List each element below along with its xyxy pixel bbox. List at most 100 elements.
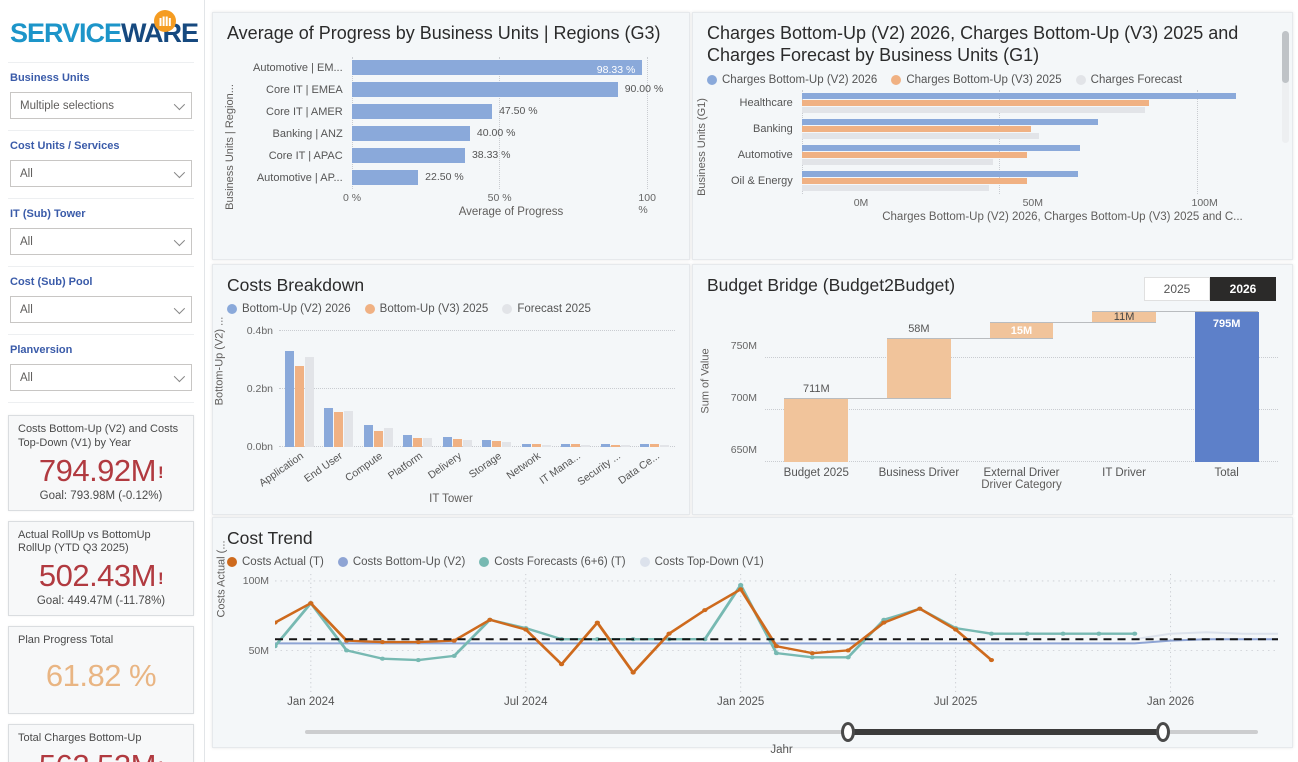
charges-bar[interactable]	[801, 177, 1027, 184]
cost-bar[interactable]	[492, 441, 502, 448]
planversion-dropdown[interactable]: All	[10, 364, 192, 391]
cost-bar[interactable]	[295, 365, 304, 448]
cost-bar[interactable]	[531, 444, 541, 448]
divider	[8, 198, 194, 199]
progress-bar[interactable]	[351, 169, 419, 185]
cost-bar[interactable]	[659, 445, 669, 448]
charges-bar[interactable]	[801, 99, 1150, 106]
legend-item[interactable]: Charges Bottom-Up (V3) 2025	[891, 74, 1062, 86]
cost-bar[interactable]	[581, 445, 591, 448]
kpi-card-costs-by-year[interactable]: Costs Bottom-Up (V2) and Costs Top-Down …	[8, 415, 194, 511]
charges-bar[interactable]	[801, 106, 1146, 113]
legend-item[interactable]: Charges Bottom-Up (V2) 2026	[707, 74, 877, 86]
charges-bar[interactable]	[801, 132, 1039, 139]
plot-area: 98.33 % 90.00 % 47.50 % 40.00 % 38.33 % 22.50…	[351, 56, 665, 189]
charges-bar[interactable]	[801, 184, 990, 191]
chart-title: Average of Progress by Business Units | …	[227, 23, 661, 43]
cost-bar[interactable]	[600, 444, 610, 448]
cost-bar[interactable]	[482, 439, 492, 448]
toggle-2025-button[interactable]: 2025	[1144, 277, 1210, 301]
cost-bar[interactable]	[373, 430, 383, 448]
chart-title: Budget Bridge (Budget2Budget)	[707, 275, 956, 295]
cost-bar[interactable]	[344, 410, 354, 448]
cost-bar[interactable]	[620, 445, 630, 448]
legend-item[interactable]: Bottom-Up (V2) 2026	[227, 303, 351, 315]
progress-bar[interactable]	[351, 103, 493, 119]
cost-units-dropdown[interactable]: All	[10, 160, 192, 187]
cost-bar[interactable]	[334, 411, 344, 448]
scrollbar-thumb[interactable]	[1282, 31, 1289, 83]
legend-item[interactable]: Costs Forecasts (6+6) (T)	[479, 556, 626, 568]
legend: Costs Actual (T) Costs Bottom-Up (V2) Cost…	[227, 556, 1278, 568]
cost-bar[interactable]	[649, 444, 659, 448]
charges-bar[interactable]	[801, 158, 994, 165]
toggle-2026-button[interactable]: 2026	[1210, 277, 1276, 301]
slider-track[interactable]	[305, 730, 1258, 735]
filter-business-units: Business Units Multiple selections	[8, 70, 194, 123]
x-axis-tick: Jan 2025	[717, 696, 765, 709]
cost-bar[interactable]	[305, 357, 314, 448]
progress-bar[interactable]	[351, 147, 465, 163]
cost-bar[interactable]	[452, 438, 462, 448]
legend-item[interactable]: Forecast 2025	[502, 303, 591, 315]
logo-text-service: SERVICE	[10, 18, 122, 48]
charges-bar[interactable]	[801, 92, 1237, 99]
slider-handle-right[interactable]	[1155, 722, 1170, 743]
bar-value-label: 47.50 %	[499, 104, 538, 117]
kpi-card-total-charges[interactable]: Total Charges Bottom-Up 562.52M! Goal: 5…	[8, 723, 194, 762]
charges-bar[interactable]	[801, 170, 1079, 177]
category-label: Automotive	[737, 148, 793, 161]
business-units-dropdown[interactable]: Multiple selections	[10, 92, 192, 119]
cost-sub-pool-dropdown[interactable]: All	[10, 296, 192, 323]
cost-bar[interactable]	[639, 444, 649, 448]
legend-dot-icon	[227, 557, 237, 568]
slider-handle-left[interactable]	[841, 722, 856, 743]
cost-bar[interactable]	[610, 445, 620, 448]
legend-dot-icon	[639, 557, 650, 568]
cost-bar[interactable]	[423, 438, 433, 448]
cost-bar[interactable]	[285, 351, 294, 448]
cost-bar[interactable]	[324, 408, 334, 448]
kpi-card-plan-progress[interactable]: Plan Progress Total 61.82 %	[8, 626, 194, 714]
charges-bar[interactable]	[801, 125, 1031, 132]
chevron-down-icon	[173, 370, 186, 382]
legend-item[interactable]: Charges Forecast	[1075, 74, 1182, 86]
category-label: Core IT | APAC	[268, 149, 343, 162]
charges-bar[interactable]	[801, 144, 1081, 151]
cost-bar[interactable]	[413, 438, 423, 448]
waterfall-bar[interactable]	[784, 398, 849, 463]
cost-bar[interactable]	[521, 443, 531, 448]
slider-selected-range[interactable]	[848, 729, 1163, 736]
chart-scrollbar[interactable]	[1282, 31, 1289, 143]
waterfall-bar[interactable]	[887, 338, 951, 399]
it-sub-tower-dropdown[interactable]: All	[10, 228, 192, 255]
charges-bar[interactable]	[801, 118, 1098, 125]
category-labels: Automotive | EM... Core IT | EMEA Core IT …	[253, 57, 352, 189]
waterfall-bar[interactable]	[1092, 311, 1156, 323]
cost-bar[interactable]	[571, 444, 581, 448]
waterfall-bar[interactable]	[989, 323, 1054, 339]
waterfall-bar[interactable]	[1194, 311, 1259, 463]
cost-bar[interactable]	[403, 434, 413, 448]
legend-item[interactable]: Costs Top-Down (V1)	[639, 556, 764, 568]
cost-bar[interactable]	[561, 443, 571, 448]
kpi-card-actual-vs-bottomup[interactable]: Actual RollUp vs BottomUp RollUp (YTD Q3…	[8, 520, 194, 616]
legend-item[interactable]: Costs Actual (T)	[227, 556, 324, 568]
cost-bar[interactable]	[442, 436, 452, 448]
legend-item[interactable]: Bottom-Up (V3) 2025	[364, 303, 488, 315]
bar-value-label: 40.00 %	[476, 126, 516, 139]
cost-bar[interactable]	[462, 439, 472, 448]
cost-bar[interactable]	[502, 441, 512, 448]
legend-item[interactable]: Costs Bottom-Up (V2)	[337, 556, 465, 568]
cost-bar[interactable]	[541, 445, 551, 448]
date-range-slider: Jahr	[305, 722, 1258, 756]
bar-group	[639, 319, 669, 448]
charges-bar[interactable]	[801, 151, 1027, 158]
kpi-value: 562.52M!	[18, 748, 184, 762]
cost-bar[interactable]	[383, 428, 393, 448]
cost-bar[interactable]	[363, 425, 373, 448]
filter-label: Cost (Sub) Pool	[10, 276, 93, 288]
progress-bar[interactable]	[351, 81, 618, 97]
progress-bar[interactable]: 98.33 %	[351, 59, 643, 76]
progress-bar[interactable]	[351, 125, 470, 141]
